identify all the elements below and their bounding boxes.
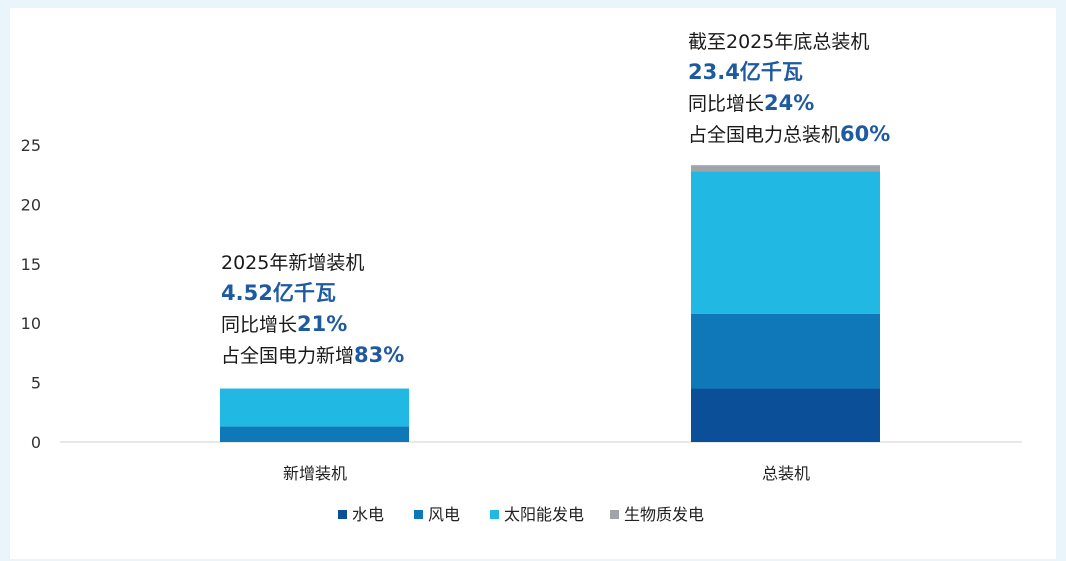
legend-label: 水电 [352, 505, 384, 524]
annotation-new-growth: 同比增长21% [221, 312, 347, 336]
legend-swatch [414, 510, 423, 519]
category-label: 总装机 [762, 464, 810, 483]
annotation-total: 截至2025年底总装机 23.4亿千瓦 同比增长24% 占全国电力总装机60% [688, 31, 890, 146]
annotation-total-capacity: 23.4亿千瓦 [688, 60, 803, 84]
bar-segment [691, 165, 880, 172]
annotation-total-growth: 同比增长24% [688, 91, 814, 115]
stacked-bar-chart: 0 5 10 15 20 25 新增装机 总装机 2025年新增装机 4.52亿千瓦 同比增… [21, 31, 1022, 524]
chart-card: 0 5 10 15 20 25 新增装机 总装机 2025年新增装机 4.52亿千瓦 同比增… [10, 8, 1056, 559]
annotation-new-share: 占全国电力新增83% [221, 343, 404, 367]
category-labels: 新增装机 总装机 [283, 464, 810, 483]
legend-label: 风电 [428, 505, 460, 524]
bar-segment [691, 388, 880, 442]
legend-swatch [490, 510, 499, 519]
category-label: 新增装机 [283, 464, 347, 483]
annotation-new-capacity: 4.52亿千瓦 [221, 281, 336, 305]
annotation-total-line1: 截至2025年底总装机 [688, 31, 869, 53]
legend: 水电 风电 太阳能发电 生物质发电 [338, 505, 704, 524]
bar-segment [220, 388, 409, 427]
legend-swatch [338, 510, 347, 519]
legend-label: 生物质发电 [624, 505, 704, 524]
bar-segment [691, 313, 880, 389]
bar-segment [691, 171, 880, 314]
y-tick-label: 0 [31, 433, 41, 452]
annotation-new-line1: 2025年新增装机 [221, 252, 364, 274]
bars [220, 165, 880, 442]
y-axis: 0 5 10 15 20 25 [21, 136, 41, 452]
y-tick-label: 25 [21, 136, 41, 155]
bar-segment [220, 426, 409, 442]
y-tick-label: 10 [21, 314, 41, 333]
y-tick-label: 5 [31, 374, 41, 393]
y-tick-label: 15 [21, 255, 41, 274]
annotation-total-share: 占全国电力总装机60% [688, 122, 890, 146]
annotation-new: 2025年新增装机 4.52亿千瓦 同比增长21% 占全国电力新增83% [221, 252, 404, 367]
legend-swatch [610, 510, 619, 519]
legend-label: 太阳能发电 [504, 505, 584, 524]
y-tick-label: 20 [21, 195, 41, 214]
